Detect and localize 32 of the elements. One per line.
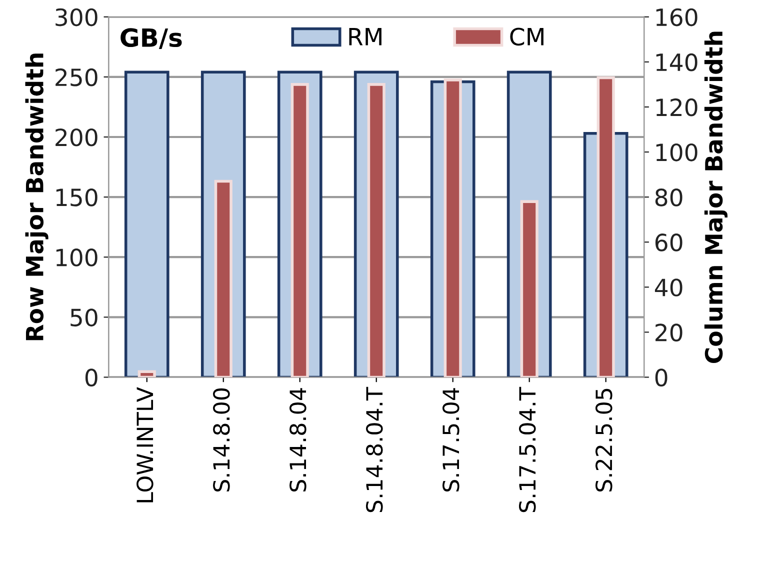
- y2-axis-title: Column Major Bandwidth: [704, 32, 728, 363]
- y2-tick-label: 120: [656, 98, 698, 116]
- y-tick-label: 100: [56, 248, 98, 266]
- bar: [138, 370, 156, 378]
- x-tick-label: S.14.8.00: [213, 388, 230, 492]
- bar: [520, 200, 538, 378]
- y-tick-label: 150: [56, 188, 98, 206]
- y2-tick-label: 140: [656, 53, 698, 72]
- y-axis-title: Row Major Bandwidth: [25, 54, 48, 340]
- annotation: GB/s: [120, 28, 182, 50]
- legend-label: RM: [349, 28, 382, 46]
- x-tick-label: S.17.5.04: [442, 388, 460, 492]
- x-tick-label: S.17.5.04.T: [518, 386, 536, 512]
- y2-tick-label: 80: [655, 188, 682, 206]
- y2-tick-label: 160: [656, 8, 698, 26]
- bar: [214, 180, 232, 378]
- x-tick-label: S.22.5.05: [595, 388, 612, 492]
- y2-tick-label: 100: [656, 143, 698, 162]
- y-tick-label: 250: [56, 68, 98, 86]
- y2-tick-label: 0: [655, 368, 668, 387]
- bar: [124, 70, 170, 378]
- x-tick-label: LOW.INTLV: [136, 387, 154, 502]
- y-tick-label: 50: [70, 308, 98, 326]
- x-tick-label: S.14.8.04.T: [366, 386, 383, 512]
- y2-tick-label: 40: [654, 278, 682, 296]
- y2-tick-label: 60: [655, 234, 682, 252]
- y-tick-label: 300: [56, 8, 98, 26]
- y-tick-label: 200: [56, 128, 98, 146]
- legend-label: CM: [510, 28, 544, 46]
- y2-tick-label: 20: [656, 324, 682, 342]
- y-tick-label: 0: [85, 368, 98, 387]
- x-tick-label: S.14.8.04: [290, 388, 306, 492]
